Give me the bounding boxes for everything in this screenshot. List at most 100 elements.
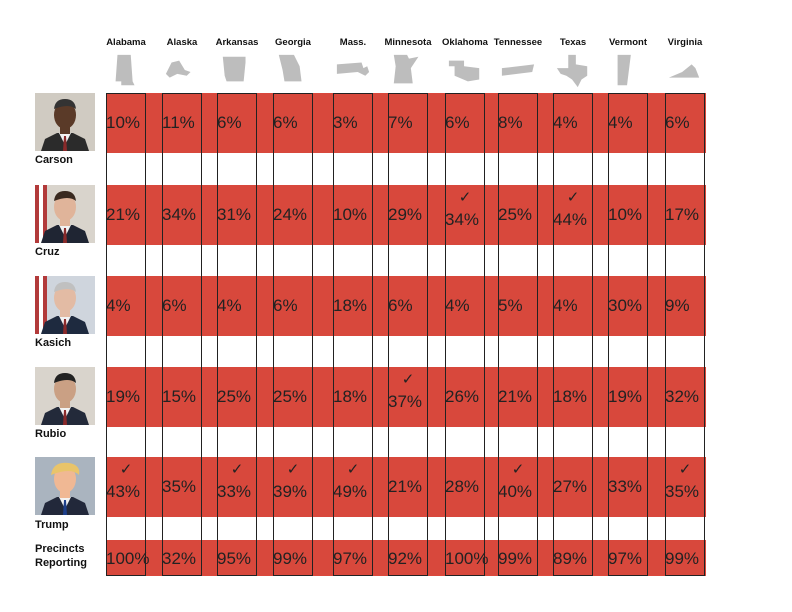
percent-cell: 10%	[106, 113, 141, 132]
state-map-icon	[668, 64, 700, 78]
winner-check-icon: ✓	[286, 460, 300, 478]
percent-cell: 25%	[217, 387, 252, 406]
percent-cell: 44%	[553, 210, 588, 229]
state-header: Alaska	[166, 37, 198, 48]
column-outline-5	[388, 93, 428, 576]
percent-cell: 6%	[162, 296, 187, 315]
percent-cell: 49%	[333, 482, 368, 501]
percent-cell: 34%	[445, 210, 480, 229]
percent-cell: 7%	[388, 113, 413, 132]
percent-cell: 40%	[498, 482, 533, 501]
percent-cell: 4%	[553, 296, 578, 315]
state-header: Tennessee	[493, 37, 543, 48]
percent-cell: 5%	[498, 296, 523, 315]
percent-cell: 6%	[273, 296, 298, 315]
percent-cell: 6%	[273, 113, 298, 132]
percent-cell: 15%	[162, 387, 197, 406]
percent-cell: 4%	[445, 296, 470, 315]
column-outline-8	[553, 93, 593, 576]
column-outline-1	[162, 93, 202, 576]
candidate-name: Trump	[35, 519, 69, 531]
percent-cell: 25%	[273, 387, 308, 406]
winner-check-icon: ✓	[230, 460, 244, 478]
column-outline-7	[498, 93, 538, 576]
state-map-icon	[278, 54, 302, 82]
percent-cell: 21%	[498, 387, 533, 406]
winner-check-icon: ✓	[678, 460, 692, 478]
portrait-icon	[41, 373, 89, 425]
percent-cell: 39%	[273, 482, 308, 501]
percent-cell: 10%	[333, 205, 368, 224]
percent-cell: 28%	[445, 477, 480, 496]
state-header: Oklahoma	[442, 37, 488, 48]
percent-cell: 31%	[217, 205, 252, 224]
percent-cell: 19%	[106, 387, 141, 406]
percent-cell: 9%	[665, 296, 690, 315]
percent-cell: 32%	[665, 387, 700, 406]
precinct-cell: 89%	[553, 549, 588, 568]
percent-cell: 35%	[162, 477, 197, 496]
state-map-icon	[336, 62, 370, 76]
candidate-name: Rubio	[35, 428, 67, 440]
percent-cell: 29%	[388, 205, 423, 224]
percent-cell: 11%	[162, 113, 195, 132]
state-header: Virginia	[667, 37, 703, 48]
percent-cell: 4%	[217, 296, 242, 315]
column-outline-2	[217, 93, 257, 576]
percent-cell: 35%	[665, 482, 700, 501]
percent-cell: 37%	[388, 392, 423, 411]
percent-cell: 30%	[608, 296, 643, 315]
state-map-icon	[501, 64, 535, 76]
percent-cell: 10%	[608, 205, 643, 224]
precinct-cell: 99%	[665, 549, 700, 568]
candidate-band-kasich	[106, 276, 706, 336]
precinct-cell: 100%	[106, 549, 150, 568]
percent-cell: 6%	[388, 296, 413, 315]
percent-cell: 4%	[553, 113, 578, 132]
percent-cell: 6%	[665, 113, 690, 132]
percent-cell: 6%	[217, 113, 242, 132]
precinct-cell: 97%	[333, 549, 368, 568]
column-outline-4	[333, 93, 373, 576]
winner-check-icon: ✓	[119, 460, 133, 478]
candidate-photo	[35, 367, 95, 425]
percent-cell: 26%	[445, 387, 480, 406]
percent-cell: 34%	[162, 205, 197, 224]
percent-cell: 18%	[333, 387, 368, 406]
precinct-cell: 100%	[445, 549, 489, 568]
state-map-icon	[617, 54, 631, 86]
percent-cell: 8%	[498, 113, 523, 132]
candidate-name: Cruz	[35, 246, 60, 258]
state-map-icon	[115, 54, 135, 86]
percent-cell: 18%	[333, 296, 368, 315]
column-outline-9	[608, 93, 648, 576]
state-map-icon	[556, 54, 588, 88]
precinct-cell: 92%	[388, 549, 423, 568]
state-map-icon	[165, 60, 191, 78]
precinct-cell: 99%	[273, 549, 308, 568]
percent-cell: 21%	[106, 205, 141, 224]
candidate-photo	[35, 457, 95, 515]
winner-check-icon: ✓	[458, 188, 472, 206]
column-outline-6	[445, 93, 485, 576]
precincts-label: Precincts Reporting	[35, 543, 87, 569]
candidate-name: Kasich	[35, 337, 72, 349]
portrait-icon	[35, 276, 89, 334]
percent-cell: 17%	[665, 205, 700, 224]
candidate-photo	[35, 276, 95, 334]
column-outline-0	[106, 93, 146, 576]
winner-check-icon: ✓	[346, 460, 360, 478]
precinct-cell: 32%	[162, 549, 197, 568]
candidate-photo	[35, 185, 95, 243]
precinct-cell: 95%	[217, 549, 252, 568]
precinct-cell: 97%	[608, 549, 643, 568]
state-header: Mass.	[339, 37, 367, 48]
percent-cell: 21%	[388, 477, 423, 496]
portrait-icon	[41, 99, 89, 151]
state-header: Texas	[559, 37, 587, 48]
portrait-icon	[35, 185, 89, 243]
candidate-band-carson	[106, 93, 706, 153]
state-map-icon	[393, 54, 419, 84]
state-map-icon	[448, 60, 480, 82]
percent-cell: 3%	[333, 113, 358, 132]
